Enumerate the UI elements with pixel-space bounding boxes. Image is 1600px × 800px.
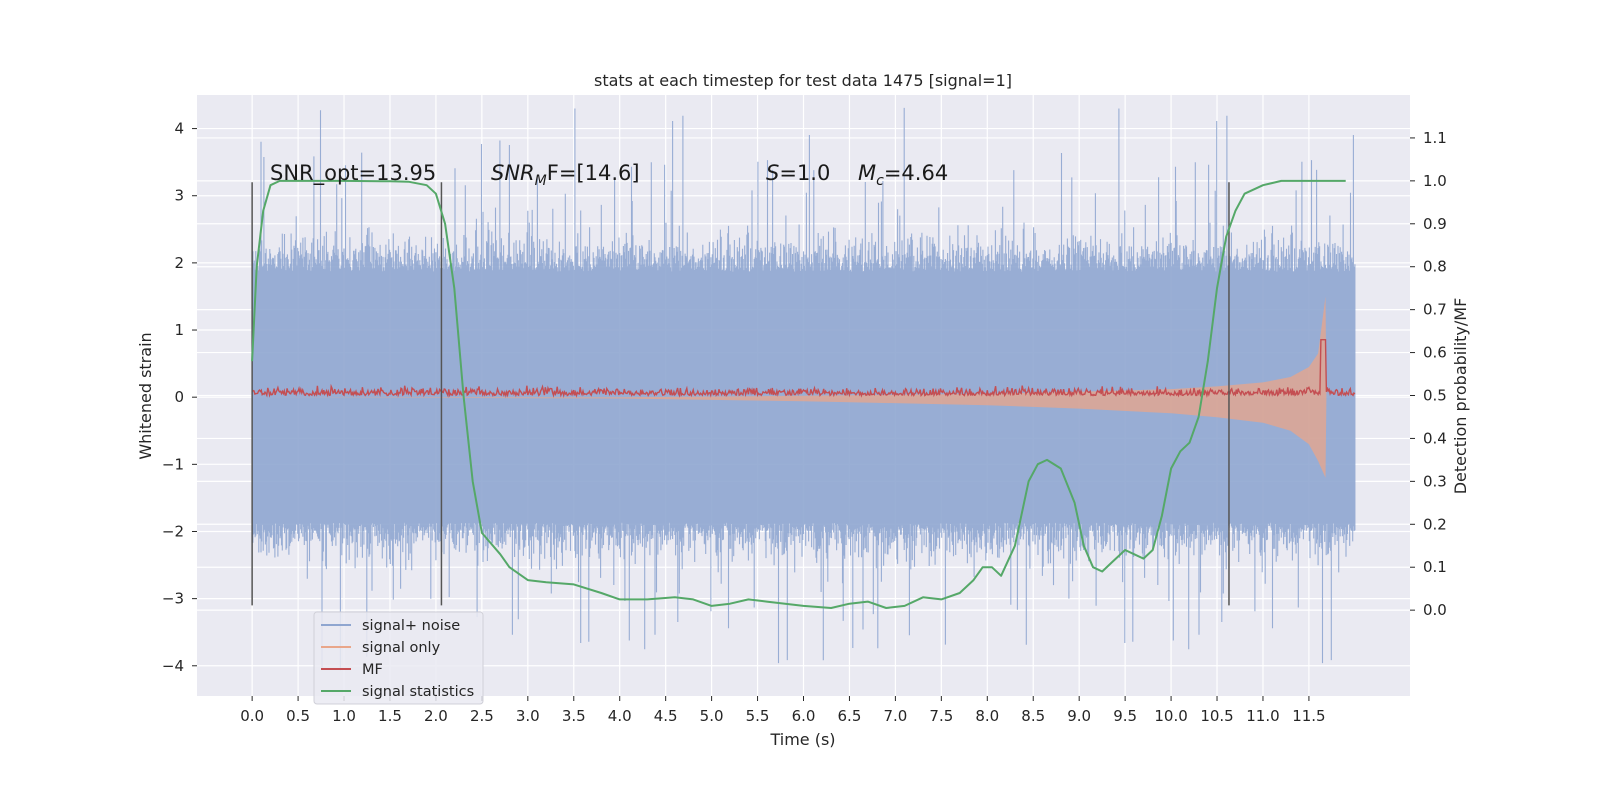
y-tick-label-left: −2 [162, 522, 184, 540]
x-tick-label: 9.0 [1067, 707, 1091, 725]
x-tick-label: 0.0 [240, 707, 264, 725]
x-tick-label: 2.0 [424, 707, 448, 725]
y-tick-label-left: −4 [162, 657, 184, 675]
x-tick-label: 3.0 [516, 707, 540, 725]
x-tick-label: 5.0 [700, 707, 724, 725]
x-tick-label: 11.0 [1246, 707, 1279, 725]
y-tick-label-left: 3 [174, 187, 184, 205]
snr-opt-annotation: SNR_opt=13.95 [270, 161, 436, 186]
y-tick-label-right: 0.5 [1423, 387, 1447, 405]
x-tick-label: 7.5 [929, 707, 953, 725]
x-tick-label: 8.0 [975, 707, 999, 725]
y-tick-label-right: 0.8 [1423, 258, 1447, 276]
legend-label-signal-only: signal only [362, 640, 441, 656]
x-tick-label: 11.5 [1292, 707, 1325, 725]
x-tick-label: 0.5 [286, 707, 310, 725]
x-tick-label: 1.0 [332, 707, 356, 725]
y-tick-label-left: −3 [162, 590, 184, 608]
s-annotation: S=1.0 [766, 161, 830, 185]
x-axis-label: Time (s) [769, 730, 835, 749]
snr-mf-annotation: SNRMF=[14.6] [491, 161, 640, 189]
chart-title: stats at each timestep for test data 147… [594, 71, 1012, 90]
x-tick-label: 6.0 [792, 707, 816, 725]
y-tick-label-right: 0.6 [1423, 344, 1447, 362]
y-tick-label-left: 1 [174, 321, 184, 339]
x-tick-label: 7.0 [883, 707, 907, 725]
annotations: SNR_opt=13.95 SNRMF=[14.6] S=1.0 Mc=4.64 [270, 161, 948, 189]
mc-annotation: Mc=4.64 [858, 161, 948, 189]
x-tick-label: 10.0 [1154, 707, 1187, 725]
x-tick-label: 10.5 [1200, 707, 1233, 725]
y-tick-label-right: 0.0 [1423, 601, 1447, 619]
legend: signal+ noise signal only MF signal stat… [313, 611, 484, 705]
y-tick-label-left: 2 [174, 254, 184, 272]
x-tick-label: 8.5 [1021, 707, 1045, 725]
y-axis-label-right: Detection probability/MF [1451, 298, 1470, 495]
legend-label-mf: MF [362, 662, 383, 678]
x-tick-label: 6.5 [838, 707, 862, 725]
x-tick-label: 4.5 [654, 707, 678, 725]
y-tick-label-right: 0.4 [1423, 429, 1447, 447]
x-tick-label: 1.5 [378, 707, 402, 725]
series-mf [251, 339, 1356, 399]
x-tick-label: 2.5 [470, 707, 494, 725]
y-tick-label-right: 1.0 [1423, 172, 1447, 190]
legend-label-signal-statistics: signal statistics [362, 684, 474, 700]
y-tick-label-left: 4 [174, 120, 184, 138]
legend-box [313, 611, 484, 705]
snr-mf-sub: M [535, 173, 547, 189]
y-tick-label-left: −1 [162, 455, 184, 473]
y-tick-label-right: 0.3 [1423, 472, 1447, 490]
series-signal-statistics [251, 179, 1346, 609]
y-tick-label-right: 0.2 [1423, 515, 1447, 533]
y-tick-label-right: 0.9 [1423, 215, 1447, 233]
data-layer [251, 107, 1356, 671]
mc-italic: M [858, 161, 876, 185]
s-italic: S [766, 161, 779, 185]
y-tick-label-right: 0.7 [1423, 301, 1447, 319]
snr-mf-rest: F=[14.6] [547, 161, 640, 185]
y-tick-label-left: 0 [174, 388, 184, 406]
y-axis-label-left: Whitened strain [136, 332, 155, 459]
mc-sub: c [876, 173, 884, 189]
y-tick-label-right: 1.1 [1423, 129, 1447, 147]
axes: 0.0 0.5 1.0 1.5 2.0 2.5 3.0 3.5 4.0 4.5 5.0 5.5 6.0 6… [162, 120, 1447, 725]
s-rest: =1.0 [779, 161, 830, 185]
x-tick-label: 5.5 [746, 707, 770, 725]
x-tick-label: 3.5 [562, 707, 586, 725]
mc-rest: =4.64 [884, 161, 948, 185]
y-tick-label-right: 0.1 [1423, 558, 1447, 576]
legend-label-signal-noise: signal+ noise [362, 618, 460, 634]
x-tick-label: 4.0 [608, 707, 632, 725]
snr-mf-italic: SNR [491, 161, 535, 185]
x-tick-label: 9.5 [1113, 707, 1137, 725]
